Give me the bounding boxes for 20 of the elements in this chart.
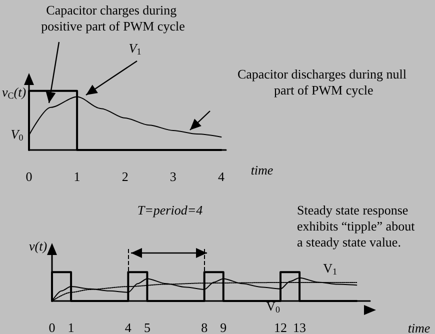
x-tick-label: 12 (274, 320, 288, 334)
x-tick-label: 13 (293, 320, 306, 334)
x-tick-label: 8 (201, 320, 208, 334)
x-tick-label: 0 (26, 169, 32, 184)
text: Capacitor charges during positive part of PWM cycle (41, 2, 186, 34)
x-tick-label: 4 (124, 320, 132, 334)
x-axis-title: time (250, 162, 274, 178)
x-tick-label: 1 (68, 320, 74, 334)
x-tick-label: 4 (218, 169, 225, 184)
x-tick-label: 5 (144, 320, 150, 334)
y-axis-title: v(t) (28, 238, 48, 254)
text: Capacitor discharges during null part of PWM cycle (237, 66, 407, 98)
text: T=period=4 (137, 202, 204, 218)
x-axis-title: time (408, 320, 430, 334)
x-tick-label: 0 (48, 320, 56, 334)
x-tick-label: 9 (220, 320, 227, 334)
x-tick-label: 3 (170, 169, 176, 184)
text: Steady state response exhibits “tipple” about a steady state value. (297, 202, 418, 250)
x-tick-label: 1 (74, 169, 80, 184)
x-tick-label: 2 (122, 169, 128, 184)
